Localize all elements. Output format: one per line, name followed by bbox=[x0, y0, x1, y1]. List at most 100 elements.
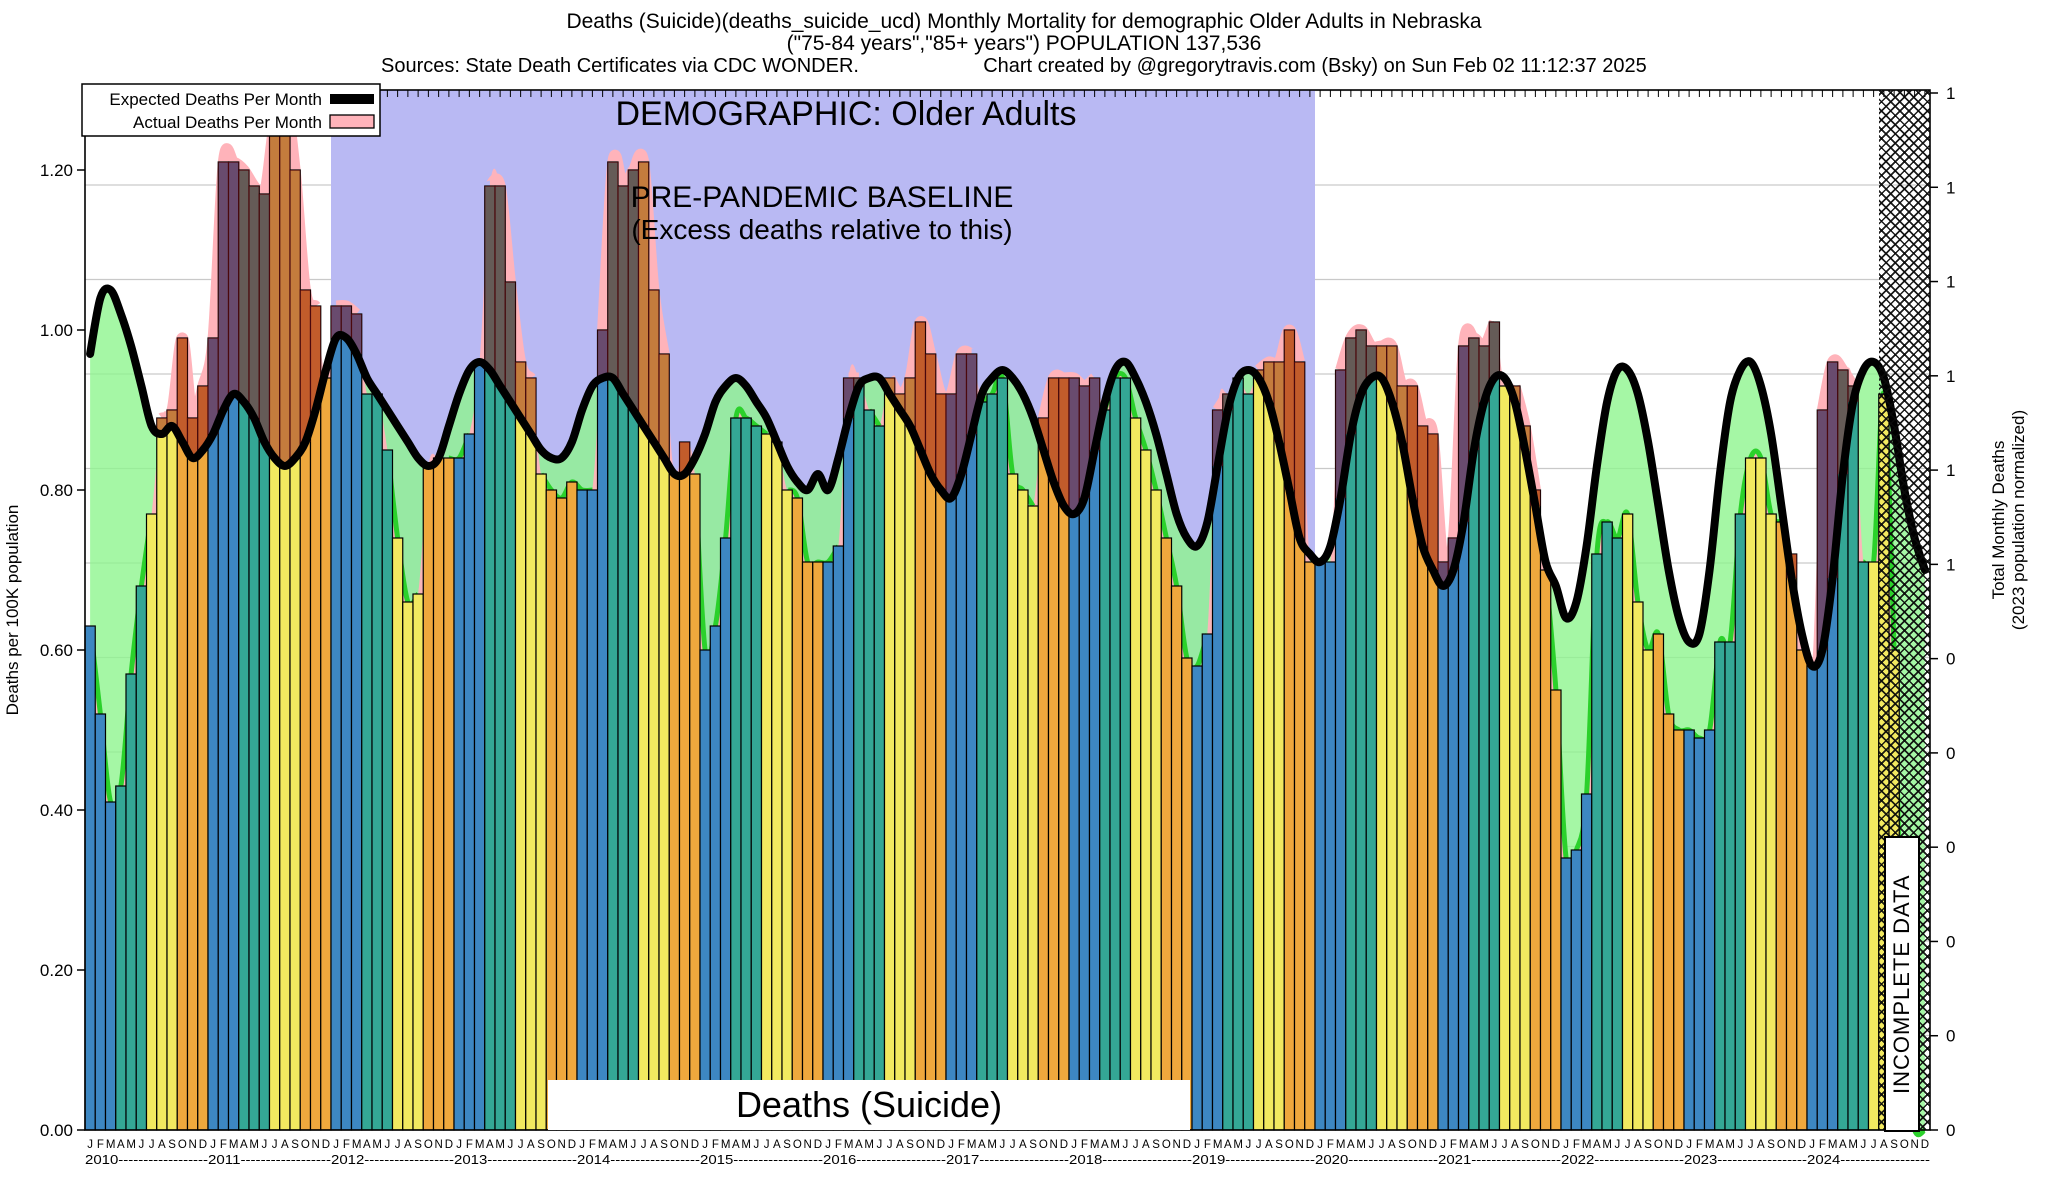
excess-overlay bbox=[618, 186, 629, 394]
month-bar bbox=[1683, 729, 1695, 1131]
month-tick-label: J bbox=[1738, 1139, 1744, 1151]
month-tick-label: N bbox=[1172, 1139, 1180, 1151]
month-bar bbox=[1437, 561, 1449, 1131]
month-bar bbox=[1170, 585, 1183, 1131]
left-axis-tick-label: 0.40 bbox=[40, 801, 73, 820]
month-tick-label: O bbox=[670, 1139, 679, 1151]
month-tick-label: O bbox=[1654, 1139, 1663, 1151]
month-tick-label: S bbox=[906, 1139, 914, 1151]
cause-label-box bbox=[548, 1080, 1190, 1130]
month-tick-label: S bbox=[537, 1139, 545, 1151]
month-bar bbox=[473, 361, 486, 1131]
month-bar bbox=[1775, 521, 1788, 1131]
month-tick-label: N bbox=[1049, 1139, 1057, 1151]
monthly-bars-layer bbox=[84, 97, 1911, 1131]
month-bar bbox=[1498, 385, 1511, 1131]
excess-overlay bbox=[1263, 362, 1274, 402]
month-tick-label: J bbox=[631, 1139, 637, 1151]
month-tick-label: J bbox=[1502, 1139, 1508, 1151]
excess-overlay bbox=[1069, 378, 1080, 514]
month-tick-label: J bbox=[1615, 1139, 1621, 1151]
month-tick-label: J bbox=[825, 1139, 831, 1151]
month-tick-label: M bbox=[1356, 1139, 1366, 1151]
month-tick-label: J bbox=[210, 1139, 216, 1151]
month-tick-label: N bbox=[557, 1139, 565, 1151]
month-bar bbox=[1693, 737, 1706, 1131]
month-bar bbox=[1222, 393, 1234, 1131]
month-bar bbox=[576, 489, 588, 1131]
excess-overlay bbox=[167, 410, 178, 426]
excess-overlay bbox=[484, 186, 495, 370]
month-tick-label: S bbox=[1398, 1139, 1406, 1151]
excess-overlay bbox=[187, 418, 198, 458]
month-bar bbox=[166, 409, 178, 1131]
month-tick-label: J bbox=[887, 1139, 893, 1151]
month-tick-label: M bbox=[1602, 1139, 1612, 1151]
month-bar bbox=[1488, 321, 1501, 1131]
month-bar bbox=[1232, 377, 1244, 1131]
month-bar bbox=[863, 409, 875, 1131]
month-bar bbox=[1160, 537, 1173, 1131]
month-tick-label: J bbox=[1256, 1139, 1262, 1151]
month-bar bbox=[1662, 713, 1675, 1131]
month-tick-label: M bbox=[987, 1139, 997, 1151]
month-tick-label: M bbox=[126, 1139, 136, 1151]
month-bar bbox=[514, 361, 527, 1131]
year-tick-label: 2014------------------ bbox=[577, 1153, 700, 1167]
month-tick-label: A bbox=[1019, 1139, 1027, 1151]
month-tick-label: J bbox=[1379, 1139, 1385, 1151]
month-tick-label: J bbox=[385, 1139, 391, 1151]
month-tick-label: O bbox=[1285, 1139, 1294, 1151]
month-bar bbox=[207, 337, 219, 1131]
month-tick-label: M bbox=[495, 1139, 505, 1151]
excess-overlay bbox=[351, 314, 362, 354]
month-tick-label: F bbox=[1819, 1139, 1826, 1151]
month-tick-label: A bbox=[1101, 1139, 1109, 1151]
month-tick-label: A bbox=[1388, 1139, 1396, 1151]
month-tick-label: S bbox=[414, 1139, 422, 1151]
month-bar bbox=[1375, 345, 1388, 1131]
excess-overlay bbox=[659, 354, 670, 458]
excess-overlay bbox=[884, 378, 895, 394]
month-tick-label: M bbox=[1848, 1139, 1858, 1151]
excess-overlay bbox=[1427, 434, 1438, 570]
year-tick-label: 2024------------------ bbox=[1807, 1153, 1930, 1167]
month-tick-label: A bbox=[773, 1139, 781, 1151]
month-tick-label: D bbox=[199, 1139, 207, 1151]
cause-label: Deaths (Suicide) bbox=[736, 1084, 1002, 1125]
chart-credit-note: Chart created by @gregorytravis.com (Bsk… bbox=[983, 55, 1647, 77]
month-tick-label: A bbox=[896, 1139, 904, 1151]
month-bar bbox=[894, 393, 906, 1131]
excess-overlay bbox=[249, 186, 260, 418]
month-bar bbox=[412, 593, 424, 1131]
month-tick-label: A bbox=[1265, 1139, 1273, 1151]
month-tick-label: S bbox=[1890, 1139, 1898, 1151]
excess-overlay bbox=[1458, 346, 1469, 522]
month-tick-label: J bbox=[1748, 1139, 1754, 1151]
year-tick-label: 2019------------------ bbox=[1192, 1153, 1315, 1167]
month-tick-label: J bbox=[641, 1139, 647, 1151]
month-tick-label: J bbox=[764, 1139, 770, 1151]
month-tick-label: D bbox=[445, 1139, 453, 1151]
month-bar bbox=[1755, 457, 1767, 1131]
month-bar bbox=[1539, 569, 1552, 1131]
month-tick-label: N bbox=[926, 1139, 934, 1151]
right-axis-tick-label: 1 bbox=[1946, 367, 1955, 386]
excess-overlay bbox=[1089, 378, 1100, 450]
month-bar bbox=[371, 393, 383, 1131]
month-bar bbox=[965, 353, 978, 1131]
legend-actual-label: Actual Deaths Per Month bbox=[133, 113, 322, 132]
month-bar bbox=[566, 481, 578, 1131]
year-tick-label: 2022------------------ bbox=[1561, 1153, 1684, 1167]
month-tick-label: A bbox=[1142, 1139, 1150, 1151]
legend: Expected Deaths Per Month Actual Deaths … bbox=[81, 83, 381, 137]
month-tick-label: J bbox=[1809, 1139, 1815, 1151]
chart-sources-note: Sources: State Death Certificates via CD… bbox=[381, 55, 859, 77]
month-tick-label: J bbox=[579, 1139, 585, 1151]
month-tick-label: J bbox=[272, 1139, 278, 1151]
month-tick-label: J bbox=[1563, 1139, 1569, 1151]
month-tick-label: A bbox=[240, 1139, 248, 1151]
excess-overlay bbox=[1212, 410, 1223, 466]
month-tick-label: J bbox=[333, 1139, 339, 1151]
month-bar bbox=[1324, 561, 1337, 1131]
